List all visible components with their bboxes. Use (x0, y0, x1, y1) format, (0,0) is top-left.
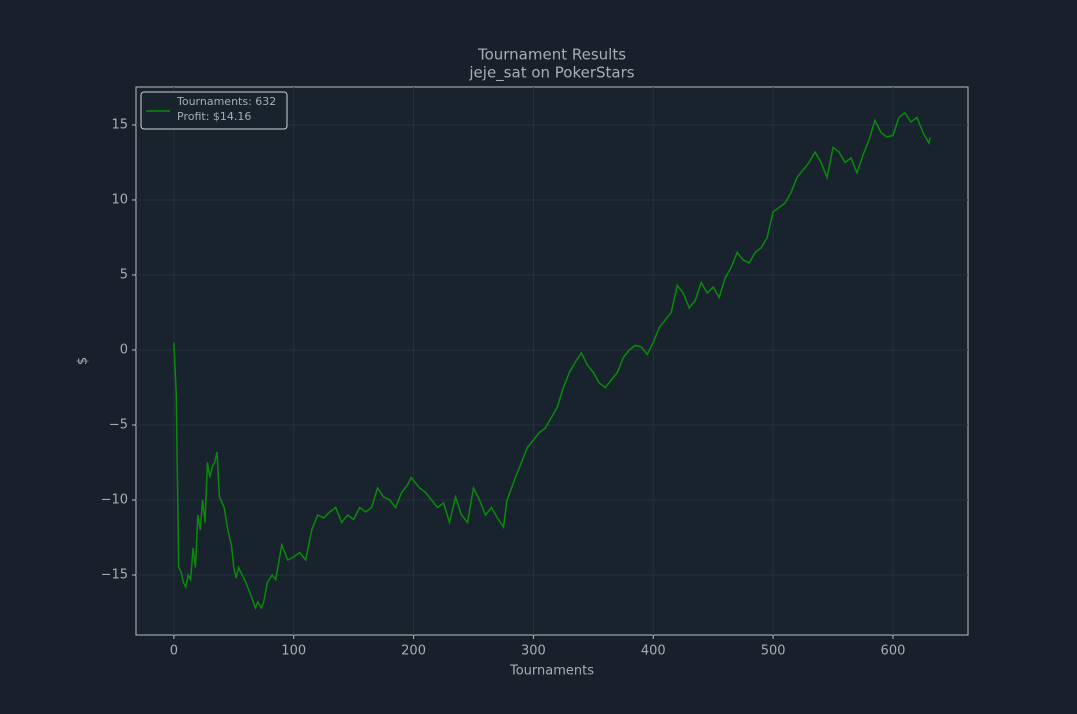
y-tick-label: 0 (120, 342, 128, 357)
y-tick-label: 15 (111, 117, 128, 132)
plot-area (135, 86, 969, 636)
x-axis-label: Tournaments (509, 664, 594, 679)
legend-box (140, 91, 288, 130)
y-tick-label: −10 (101, 492, 128, 507)
y-tick-label: −15 (101, 567, 128, 582)
legend-label: Tournaments: 632 (176, 95, 276, 108)
x-tick-label: 0 (170, 644, 178, 659)
y-tick-label: 10 (111, 192, 128, 207)
x-tick-label: 300 (521, 644, 546, 659)
data-line (173, 111, 931, 611)
y-axis-label: $ (76, 357, 91, 365)
x-tick-label: 100 (281, 644, 306, 659)
chart-title: Tournament Results (477, 46, 626, 64)
x-tick-label: 400 (641, 644, 666, 659)
x-tick-label: 500 (761, 644, 786, 659)
y-tick-label: 5 (120, 267, 128, 282)
y-tick-label: −5 (109, 417, 128, 432)
legend: Tournaments: 632 Profit: $14.16 (140, 91, 288, 130)
x-tick-label: 600 (881, 644, 906, 659)
legend-label: Profit: $14.16 (177, 110, 251, 123)
x-tick-label: 200 (401, 644, 426, 659)
chart-subtitle: jeje_sat on PokerStars (468, 64, 634, 83)
